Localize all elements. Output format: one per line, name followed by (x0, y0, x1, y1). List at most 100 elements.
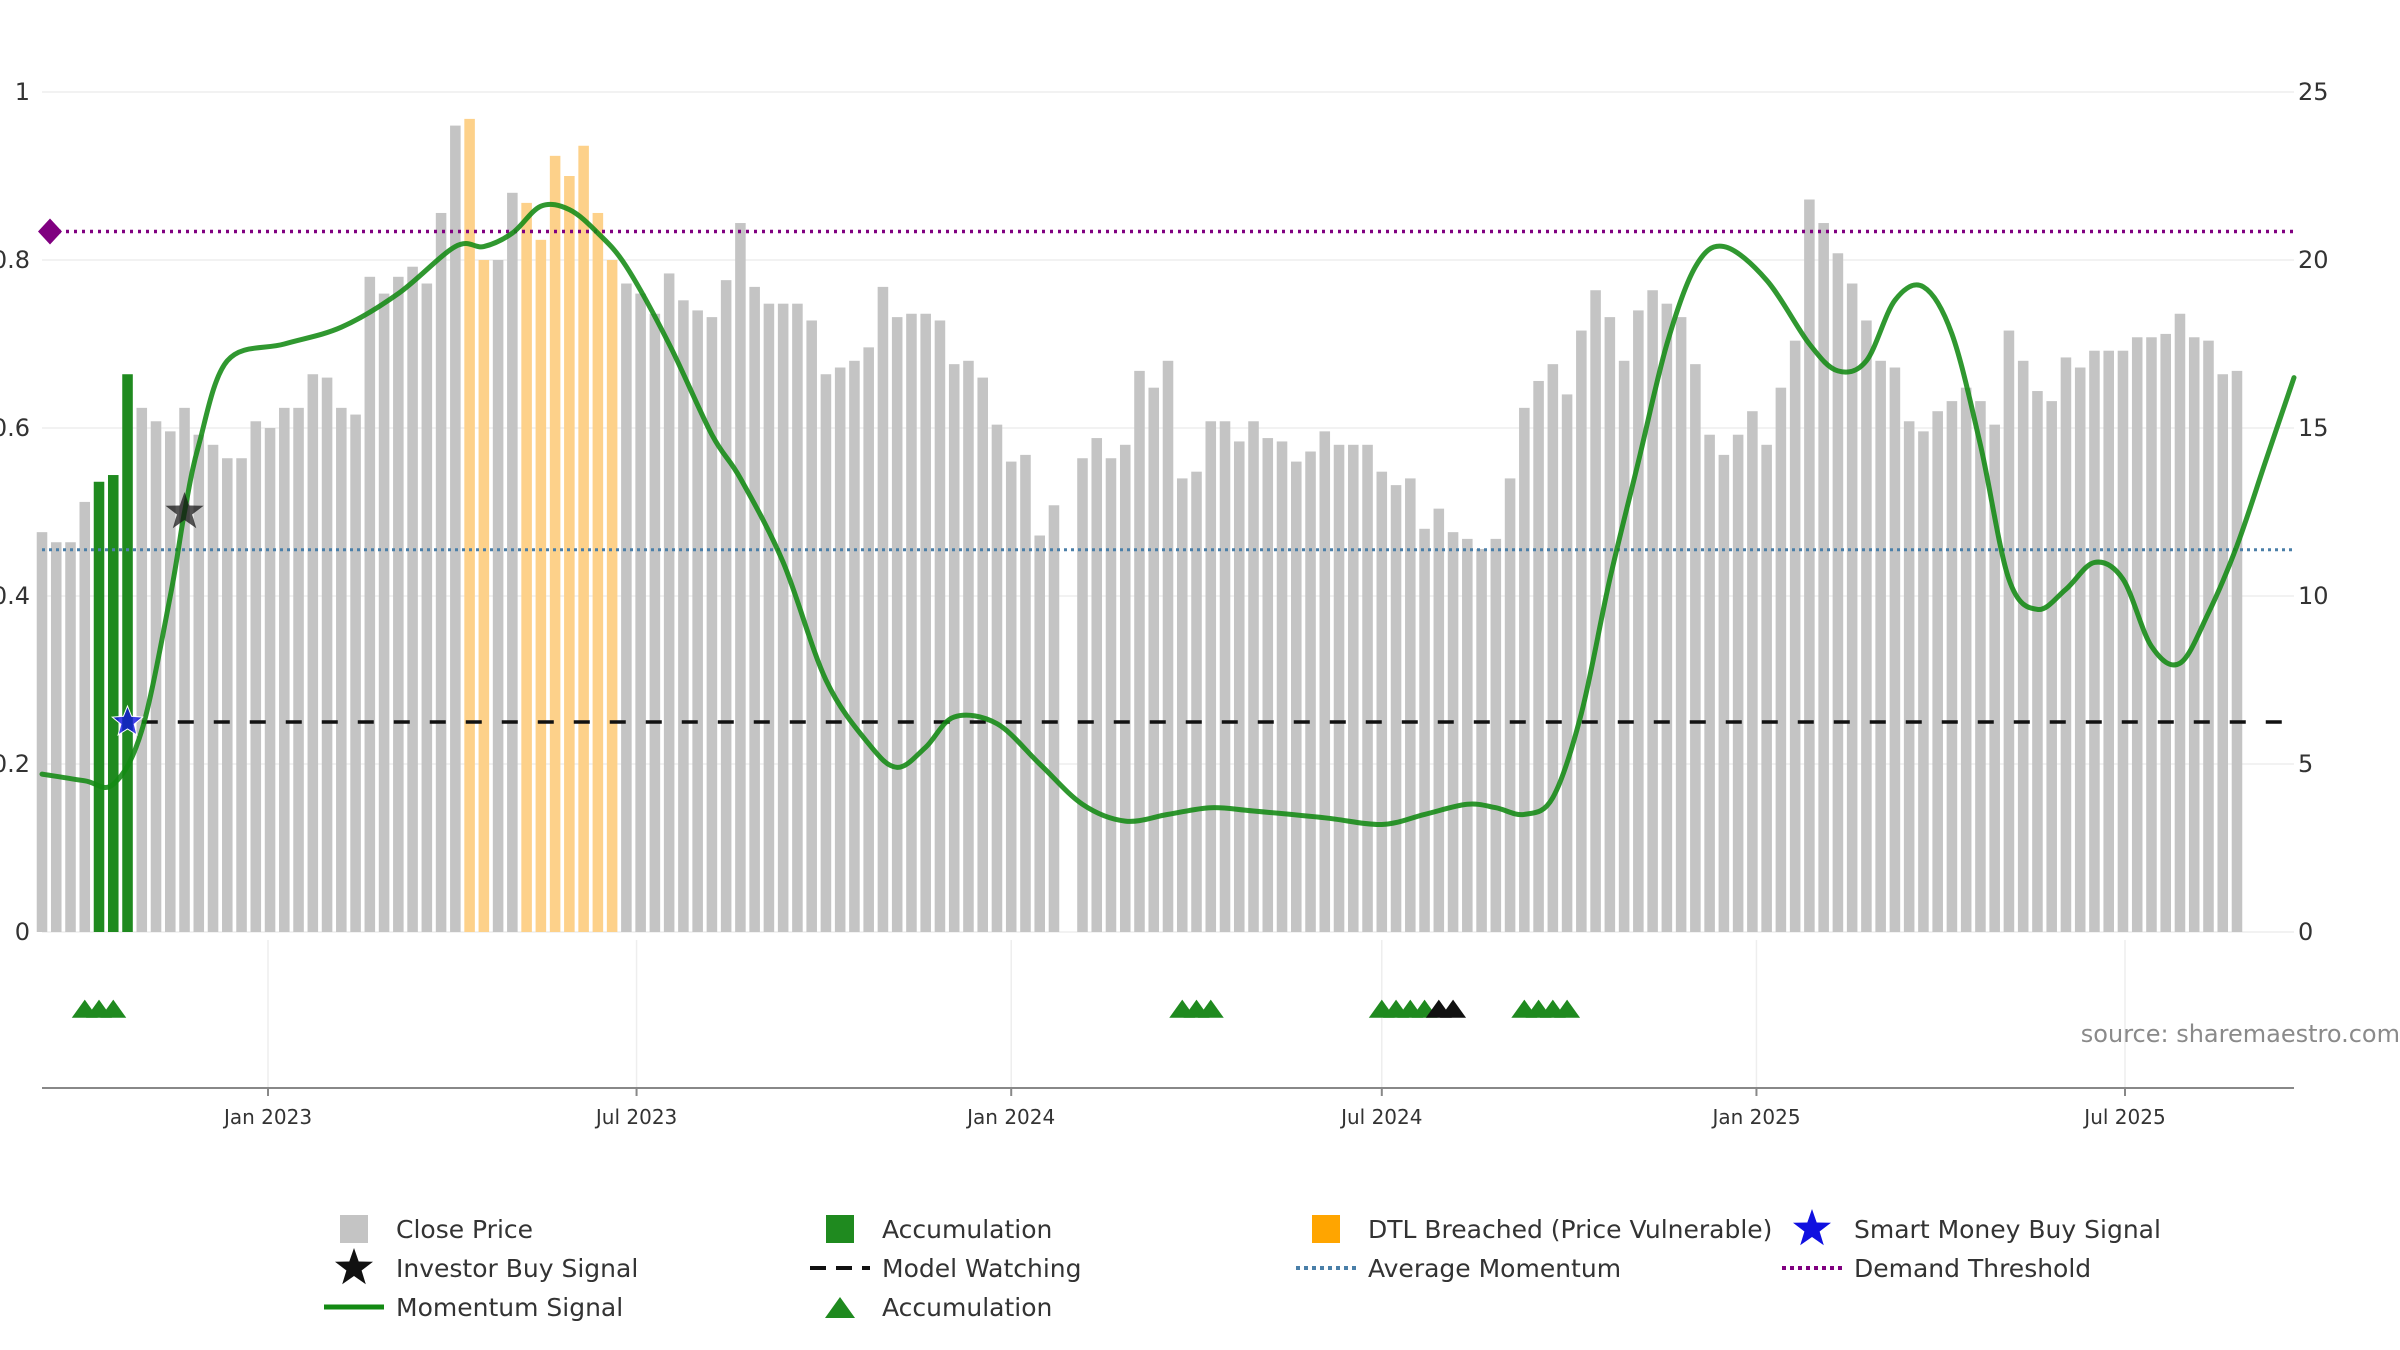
bar (1690, 364, 1701, 932)
bar (2103, 350, 2114, 933)
demand-threshold-marker (38, 218, 62, 245)
bar (1462, 538, 1473, 932)
bar (1975, 401, 1986, 932)
bar (977, 377, 988, 933)
bar (2003, 330, 2015, 932)
bar (1590, 290, 1601, 932)
bar (1291, 461, 1302, 932)
legend-item: Model Watching (810, 1254, 1082, 1283)
bar (706, 317, 718, 932)
bar (2117, 350, 2129, 933)
legend-swatch (1312, 1215, 1340, 1243)
bar (749, 286, 760, 932)
bar (321, 377, 333, 933)
bar (1547, 364, 1559, 932)
legend-item: Accumulation (826, 1215, 1052, 1244)
legend-item: Average Momentum (1296, 1254, 1621, 1283)
bar (621, 283, 632, 932)
bar (863, 347, 874, 932)
bar (963, 360, 974, 932)
bar (2017, 360, 2029, 932)
bar (948, 364, 960, 932)
bar (777, 303, 789, 932)
right-axis: 0 5 10 15 20 25 (2298, 78, 2329, 946)
bar (107, 475, 119, 932)
bar (350, 414, 361, 932)
bar (1989, 424, 2000, 932)
bar (521, 202, 532, 932)
bar (450, 125, 461, 933)
bar (578, 145, 589, 932)
legend-label: Close Price (396, 1215, 533, 1244)
bar (421, 283, 433, 932)
bar (891, 317, 903, 932)
buy-signals (111, 492, 204, 736)
legend-label: Momentum Signal (396, 1293, 623, 1322)
legend-label: Smart Money Buy Signal (1854, 1215, 2161, 1244)
bar (1205, 421, 1217, 932)
bar (478, 260, 490, 932)
bar (635, 293, 646, 933)
accumulation-triangle (100, 999, 127, 1018)
bar (1903, 421, 1915, 932)
momentum-line (39, 201, 2297, 828)
bar (1119, 444, 1131, 932)
bar (2046, 401, 2057, 932)
left-tick-label: 0.6 (0, 414, 30, 442)
legend-label: DTL Breached (Price Vulnerable) (1368, 1215, 1772, 1244)
right-tick-label: 20 (2298, 246, 2329, 274)
bar (1960, 387, 1972, 932)
bar (1348, 444, 1359, 932)
x-tick-label: Jan 2024 (965, 1105, 1055, 1129)
bar (435, 212, 447, 932)
x-tick-label: Jan 2025 (1710, 1105, 1800, 1129)
legend-swatch (340, 1215, 368, 1243)
bar (1034, 535, 1045, 932)
bar (1932, 411, 1943, 932)
bar (1704, 434, 1715, 932)
bar (1333, 444, 1345, 932)
bar (1105, 458, 1117, 932)
right-tick-label: 10 (2298, 582, 2329, 610)
bar (1789, 340, 1801, 932)
legend-swatch (826, 1215, 854, 1243)
bar (1248, 421, 1259, 932)
bar (507, 192, 518, 933)
bar (1262, 438, 1274, 932)
bar (1661, 303, 1673, 932)
bar (1732, 434, 1744, 932)
bar (1490, 538, 1502, 932)
legend-item: Close Price (340, 1215, 533, 1244)
legend-label: Average Momentum (1368, 1254, 1621, 1283)
bar (2131, 337, 2143, 932)
bar (877, 286, 889, 932)
left-tick-label: 0.4 (0, 582, 30, 610)
bar (193, 434, 205, 932)
left-tick-label: 0 (15, 918, 30, 946)
bar (1134, 370, 1145, 932)
bar (592, 212, 604, 932)
bar (606, 260, 618, 932)
bar (407, 266, 418, 933)
x-tick-label: Jul 2025 (2082, 1105, 2165, 1129)
bar (1818, 223, 1829, 933)
bar (336, 407, 347, 933)
reference-lines (38, 218, 2294, 724)
x-axis: Jan 2023 Jul 2023 Jan 2024 Jul 2024 Jan 2025… (42, 1087, 2294, 1129)
bar (1804, 199, 1815, 932)
bar (1504, 478, 1516, 932)
bar (2203, 340, 2214, 932)
legend-label: Investor Buy Signal (396, 1254, 638, 1283)
bar (692, 310, 703, 932)
legend-star-icon (335, 1248, 373, 1285)
watch-triangle (1440, 999, 1467, 1018)
bar (79, 501, 91, 932)
bar (1362, 444, 1373, 932)
bar (2217, 374, 2229, 932)
bar (2188, 337, 2200, 932)
momentum-signal (39, 201, 2297, 828)
bar (1675, 317, 1687, 932)
legend-item: Momentum Signal (324, 1293, 623, 1322)
bar (1276, 441, 1288, 932)
bar (136, 407, 148, 933)
